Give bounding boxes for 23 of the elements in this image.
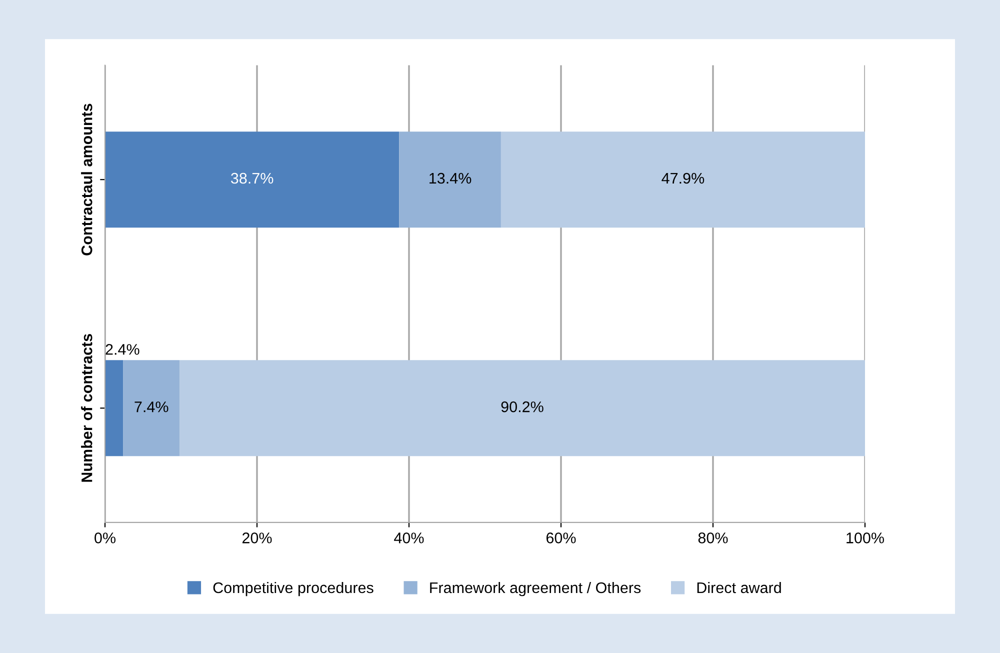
- legend-label: Direct award: [697, 582, 781, 594]
- y-tick-label: Number of contracts: [81, 334, 92, 482]
- data-label: 7.4%: [134, 401, 168, 412]
- y-tick-label: Contractaul amounts: [81, 104, 92, 256]
- bar: [500, 132, 865, 228]
- bar: [123, 360, 180, 456]
- bar: [105, 360, 124, 456]
- x-tick-label: 80%: [698, 532, 728, 544]
- data-label: 47.9%: [662, 172, 704, 184]
- data-label: 38.7%: [230, 172, 274, 184]
- data-label: 2.4%: [106, 344, 140, 355]
- data-label: 13.4%: [430, 172, 472, 184]
- x-tick-label: 20%: [242, 532, 272, 544]
- bar: [179, 360, 865, 456]
- x-tick-label: 40%: [394, 532, 424, 544]
- x-tick-label: 60%: [546, 532, 576, 544]
- x-tick-label: 0%: [94, 532, 116, 544]
- bar: [399, 132, 501, 228]
- x-tick-label: 100%: [846, 532, 884, 544]
- bar: [105, 132, 400, 228]
- data-label: 90.2%: [501, 401, 544, 412]
- legend-label: Framework agreement / Others: [430, 582, 641, 596]
- legend-label: Competitive procedures: [213, 582, 374, 596]
